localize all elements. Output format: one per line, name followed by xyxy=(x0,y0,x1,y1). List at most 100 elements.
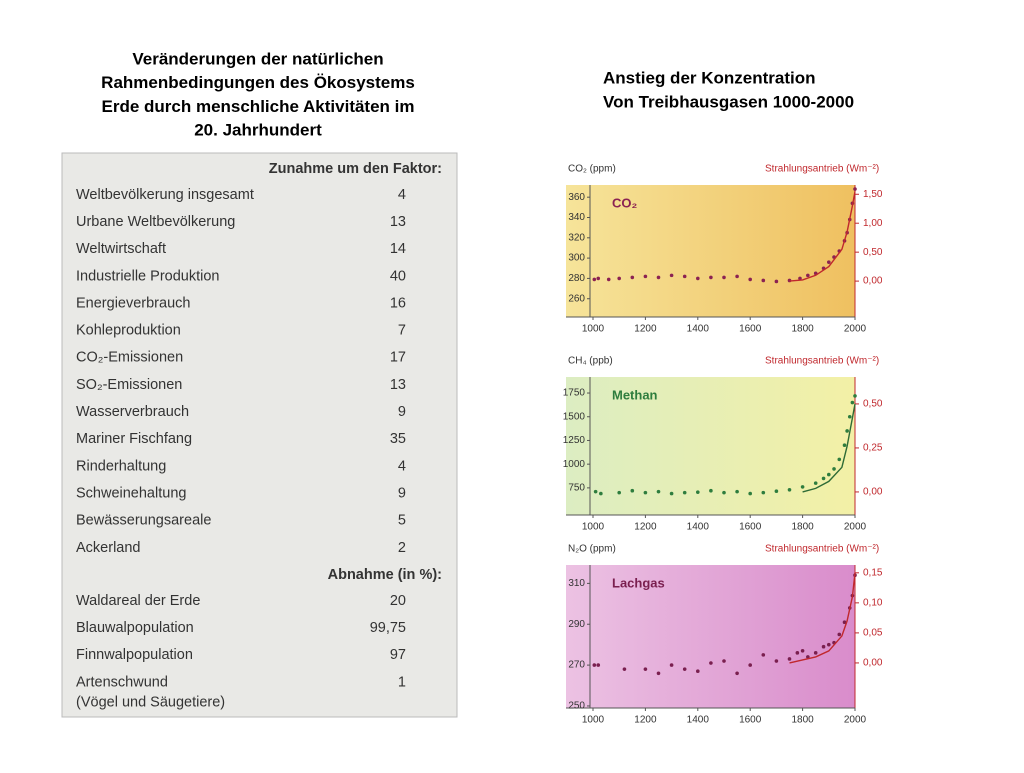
forcing-line xyxy=(789,572,856,664)
data-point xyxy=(643,667,648,671)
y-tick-label: 1750 xyxy=(563,388,586,399)
data-point xyxy=(798,276,802,281)
data-point xyxy=(748,491,752,496)
x-tick-label: 1200 xyxy=(634,715,657,726)
data-point xyxy=(617,490,621,495)
data-point xyxy=(761,278,766,283)
x-tick-label: 1800 xyxy=(791,715,814,726)
row-label: Artenschwund xyxy=(76,674,168,690)
data-point xyxy=(800,649,805,653)
data-point xyxy=(853,187,857,191)
table-box xyxy=(61,152,458,718)
row-value: 7 xyxy=(398,323,406,339)
data-point xyxy=(709,275,713,280)
data-point xyxy=(709,661,713,665)
data-point xyxy=(656,489,661,494)
x-tick-label: 1200 xyxy=(634,324,657,335)
data-point xyxy=(787,487,792,492)
x-tick-label: 1600 xyxy=(739,324,762,335)
x-tick-label: 2000 xyxy=(844,522,867,533)
row-value: 99,75 xyxy=(370,620,406,636)
data-point xyxy=(656,275,661,280)
data-point xyxy=(669,491,674,496)
x-tick-label: 1000 xyxy=(582,324,605,335)
subtitle-line: Anstieg der Konzentration xyxy=(603,68,816,87)
row-note: (Vögel und Säugetiere) xyxy=(76,694,225,710)
section-heading: Zunahme um den Faktor: xyxy=(269,161,442,177)
row-label: Bewässerungsareale xyxy=(76,513,211,529)
chart-label: Methan xyxy=(612,387,658,402)
y2-tick-label: 0,15 xyxy=(863,567,883,578)
row-value: 97 xyxy=(390,647,406,663)
y-tick-label: 300 xyxy=(568,253,585,264)
data-point xyxy=(596,276,601,281)
row-value: 20 xyxy=(390,593,406,609)
y2-axis-label: Strahlungsantrieb (Wm⁻²) xyxy=(765,356,879,367)
row-label: Weltwirtschaft xyxy=(76,241,166,257)
row-label: Mariner Fischfang xyxy=(76,431,192,447)
data-point xyxy=(806,273,810,278)
row-label: Wasserverbrauch xyxy=(76,404,189,420)
forcing-line xyxy=(789,191,856,282)
y-tick-label: 280 xyxy=(568,273,585,284)
y-tick-label: 250 xyxy=(568,701,585,712)
data-point xyxy=(842,620,847,624)
data-point xyxy=(827,642,831,647)
data-point xyxy=(682,274,687,279)
y-tick-label: 1500 xyxy=(563,411,586,422)
y2-tick-label: 0,50 xyxy=(863,247,883,258)
x-tick-label: 1000 xyxy=(582,715,605,726)
data-point xyxy=(748,663,752,667)
row-value: 1 xyxy=(398,674,406,690)
row-label: Kohleproduktion xyxy=(76,323,181,339)
y-tick-label: 290 xyxy=(568,619,585,630)
y2-tick-label: 0,25 xyxy=(863,443,883,454)
row-label: Rinderhaltung xyxy=(76,458,166,474)
data-point xyxy=(606,277,611,282)
row-label: Ackerland xyxy=(76,540,140,556)
row-value: 16 xyxy=(390,295,406,311)
y2-axis-label: Strahlungsantrieb (Wm⁻²) xyxy=(765,164,879,175)
data-point xyxy=(813,481,818,485)
data-point xyxy=(832,467,836,471)
title-line: Erde durch menschliche Aktivitäten im xyxy=(101,97,414,116)
y2-tick-label: 1,50 xyxy=(863,189,883,200)
y2-tick-label: 0,00 xyxy=(863,276,883,287)
row-value: 2 xyxy=(398,540,406,556)
data-point xyxy=(827,472,831,477)
data-point xyxy=(827,260,831,264)
y-axis-label: CH₄ (ppb) xyxy=(568,356,613,367)
data-point xyxy=(847,414,852,419)
data-point xyxy=(669,273,674,278)
row-label: Weltbevölkerung insgesamt xyxy=(76,187,254,203)
data-point xyxy=(837,457,842,462)
row-label: Industrielle Produktion xyxy=(76,268,219,284)
row-value: 9 xyxy=(398,404,406,420)
data-point xyxy=(761,490,766,495)
y2-tick-label: 1,00 xyxy=(863,218,883,229)
y2-tick-label: 0,05 xyxy=(863,628,883,639)
y-tick-label: 340 xyxy=(568,212,585,223)
row-label: Blauwalpopulation xyxy=(76,620,194,636)
data-point xyxy=(748,277,752,282)
y-tick-label: 320 xyxy=(568,232,585,243)
forcing-line xyxy=(802,403,856,493)
x-tick-label: 1000 xyxy=(582,522,605,533)
row-label: Finnwalpopulation xyxy=(76,647,193,663)
data-point xyxy=(821,644,826,649)
data-point xyxy=(722,490,726,495)
data-point xyxy=(656,671,661,676)
data-point xyxy=(592,663,597,667)
data-point xyxy=(682,667,687,671)
data-point xyxy=(722,275,726,280)
data-point xyxy=(845,429,849,433)
data-point xyxy=(735,489,739,494)
y-axis-label: CO₂ (ppm) xyxy=(568,164,616,175)
row-value: 4 xyxy=(398,187,406,203)
row-label: SO₂-Emissionen xyxy=(76,377,182,393)
data-point xyxy=(643,490,648,495)
row-label: CO₂-Emissionen xyxy=(76,350,183,366)
x-tick-label: 1800 xyxy=(791,522,814,533)
data-point xyxy=(617,276,621,281)
